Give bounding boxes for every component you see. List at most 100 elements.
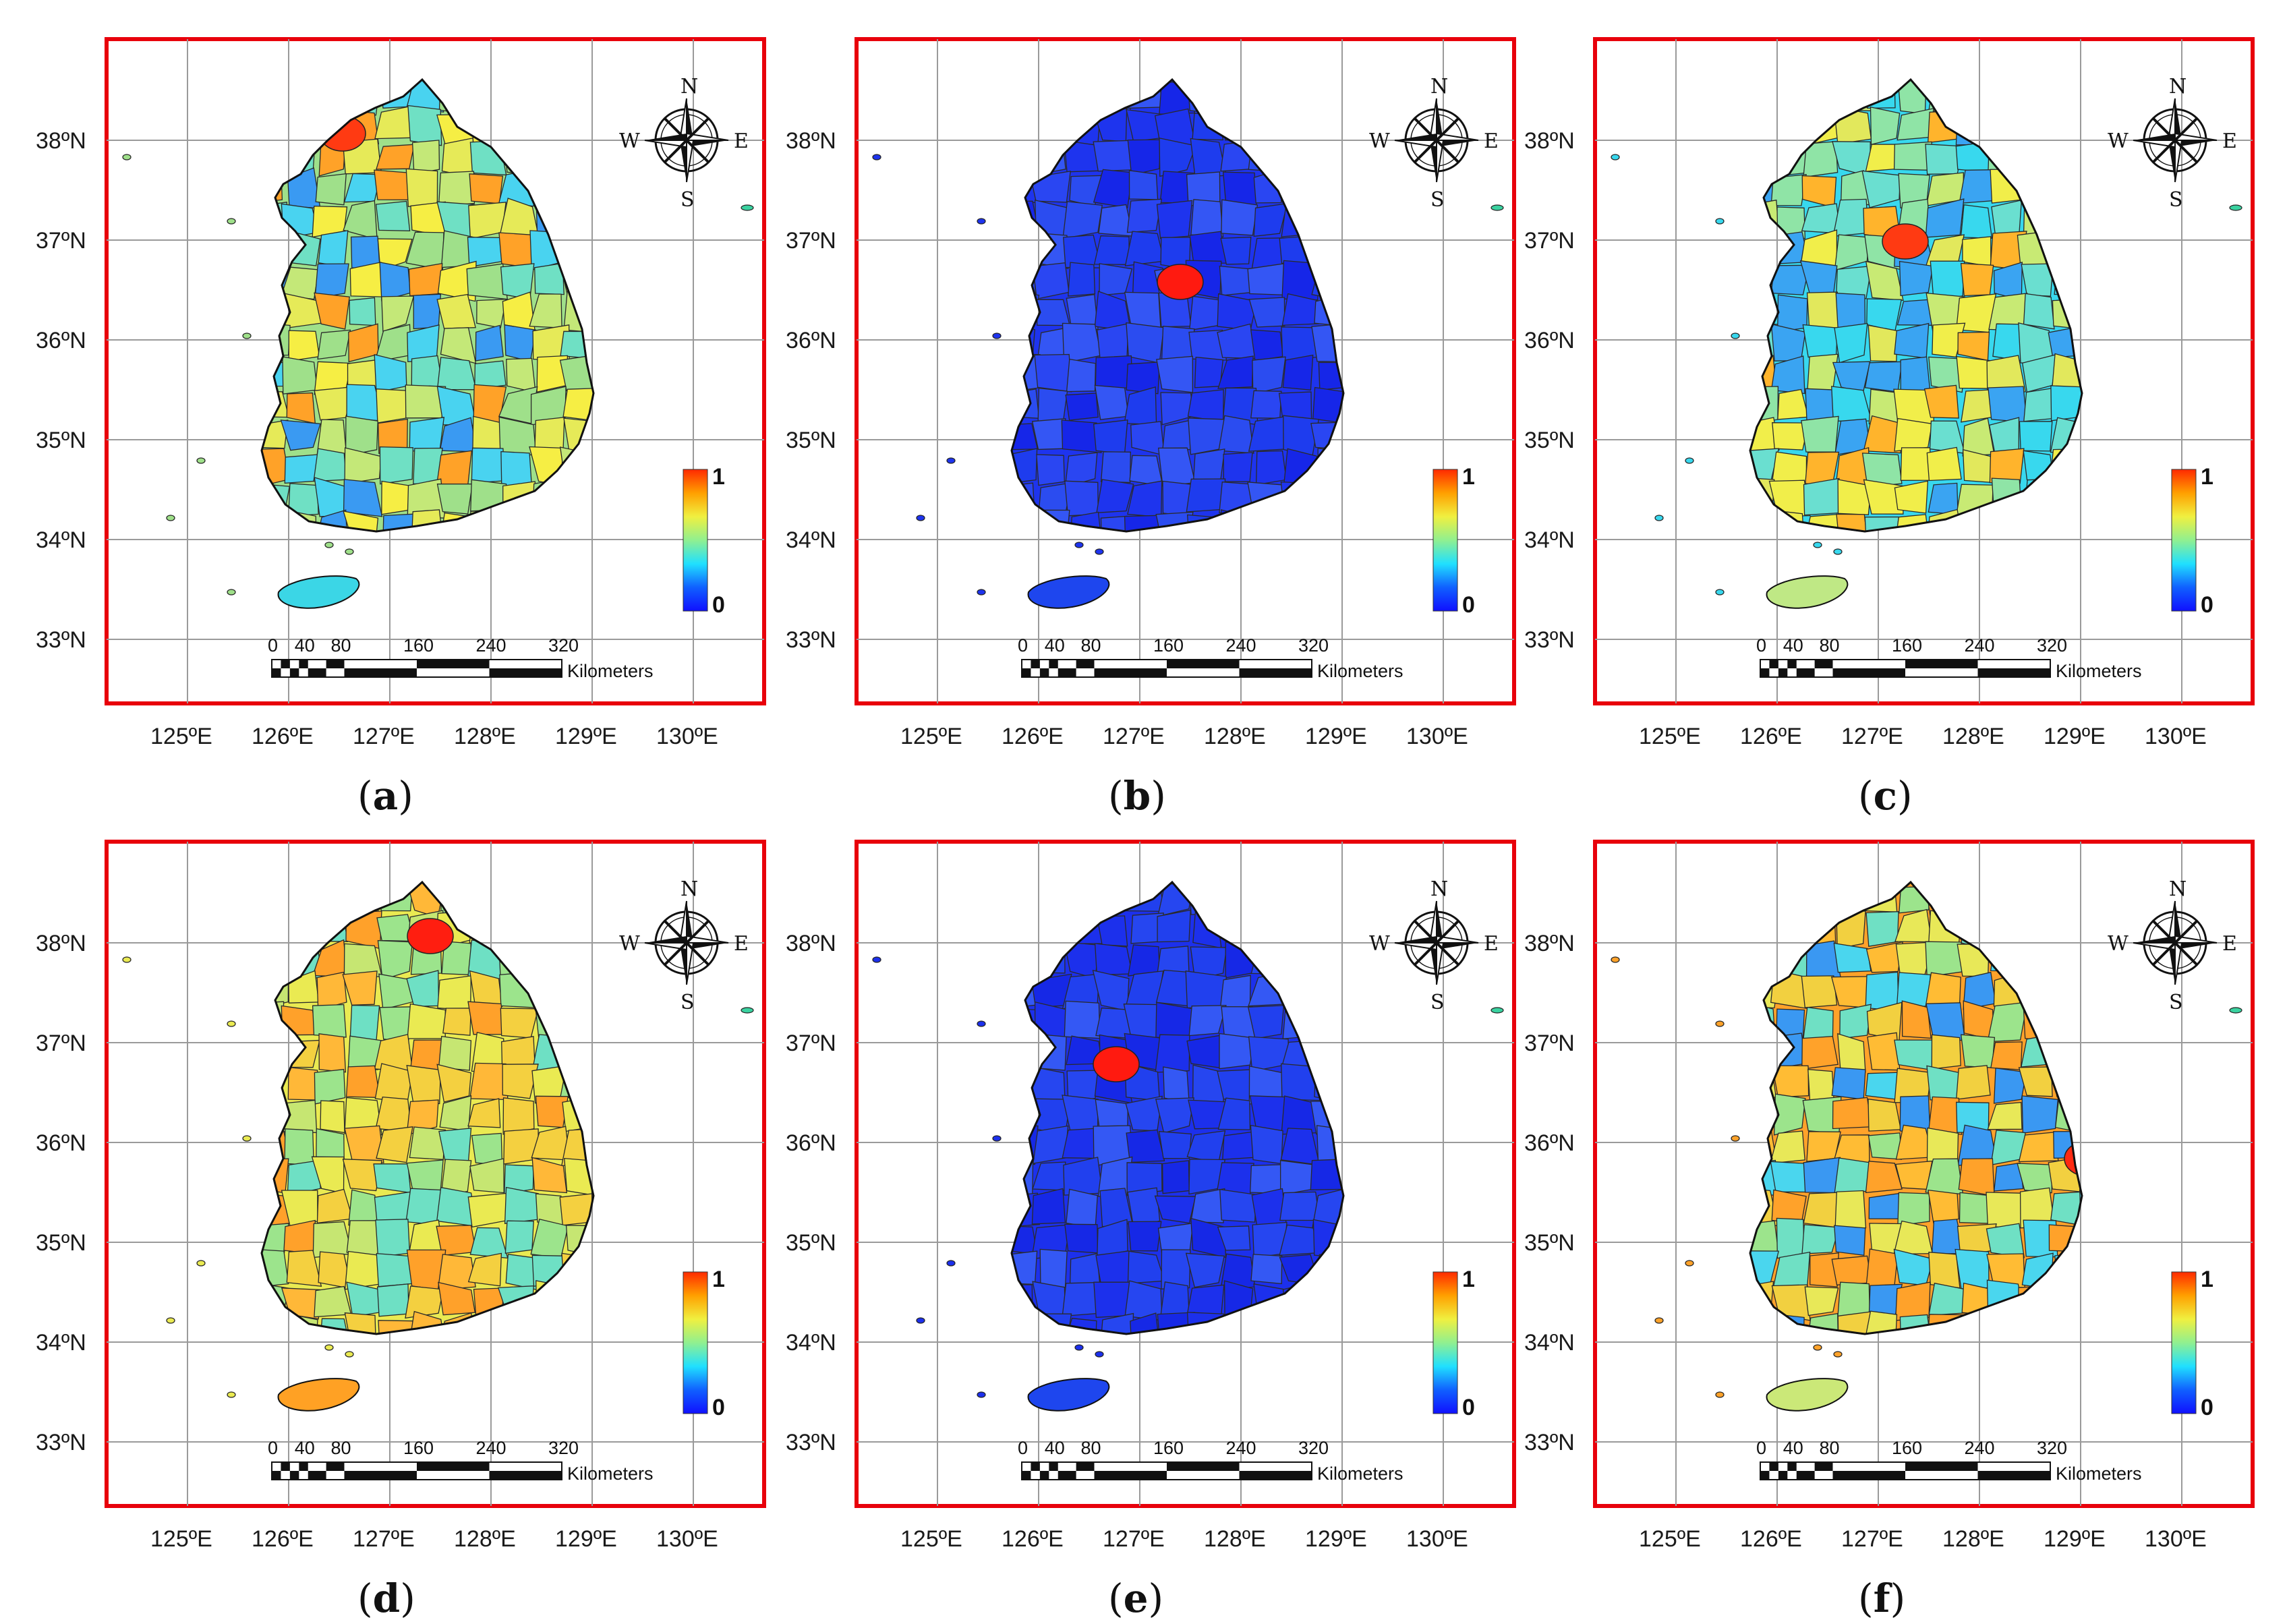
district-region: [467, 1001, 505, 1035]
district-region: [1928, 1096, 1963, 1135]
lat-label: 35ºN: [36, 428, 86, 453]
scalebar-segment: [344, 1471, 417, 1480]
lon-label: 125ºE: [150, 1526, 212, 1552]
district-region: [501, 1036, 535, 1069]
offshore-island: [992, 1135, 1002, 1142]
scalebar-segment: [1905, 1462, 1978, 1471]
lat-label: 36ºN: [1524, 328, 1575, 353]
offshore-island: [1685, 457, 1694, 464]
district-region: [1217, 1225, 1251, 1251]
scalebar-tick: 80: [331, 635, 351, 656]
district-region: [1928, 356, 1966, 393]
district-region: [559, 354, 594, 395]
offshore-island: [1715, 589, 1725, 596]
lon-label: 127ºE: [1841, 724, 1903, 749]
district-region: [346, 1220, 380, 1257]
district-region: [1255, 450, 1287, 486]
compass-point: [686, 140, 695, 183]
district-region: [436, 293, 476, 329]
district-region: [1217, 1097, 1251, 1130]
panel-caption: (b): [1108, 773, 1166, 819]
district-region: [1126, 322, 1165, 364]
scalebar-tick: 0: [1018, 1438, 1028, 1458]
jeju-island: [1027, 1378, 1110, 1412]
district-region: [1802, 324, 1839, 358]
lat-label: 34ºN: [1524, 527, 1575, 553]
compass-e: E: [1484, 129, 1499, 153]
district-region: [320, 1100, 345, 1134]
offshore-island: [1731, 1135, 1740, 1142]
compass-point: [686, 132, 729, 141]
district-region: [344, 447, 382, 485]
compass-n: N: [1430, 75, 1448, 98]
district-region: [1094, 943, 1133, 976]
district-region: [343, 479, 383, 517]
district-region: [1124, 231, 1165, 266]
district-region: [318, 1033, 347, 1073]
district-region: [1928, 482, 1959, 515]
jeju-island: [277, 575, 360, 609]
offshore-island: [227, 1020, 236, 1027]
lon-label: 126ºE: [252, 1526, 314, 1552]
lat-label: 33ºN: [36, 627, 86, 653]
district-region: [467, 1192, 506, 1228]
compass-minor-point: [2152, 117, 2176, 142]
lon-label: 126ºE: [1002, 724, 1064, 749]
offshore-island: [242, 1135, 252, 1142]
lon-label: 129ºE: [555, 724, 617, 749]
district-region: [1900, 356, 1931, 393]
district-region: [1865, 260, 1904, 301]
district-region: [1252, 356, 1286, 395]
offshore-island: [166, 515, 175, 521]
district-region: [500, 451, 532, 488]
district-region: [344, 1097, 382, 1136]
district-region: [1100, 451, 1131, 484]
map-panel-c: 38ºN 37ºN 36ºN 35ºN 34ºN 33ºN 125ºE 126ºE 127ºE 1…: [1524, 37, 2255, 819]
offshore-island: [977, 218, 986, 225]
district-region: [405, 1285, 444, 1319]
district-region: [1157, 909, 1191, 943]
district-region: [504, 1164, 534, 1194]
compass-point: [687, 943, 728, 950]
mainland-outline: [1010, 880, 1345, 1335]
compass-w: W: [1369, 932, 1390, 956]
scalebar-segment: [1760, 668, 1770, 677]
compass-minor-point: [1435, 117, 1459, 142]
district-region: [2023, 293, 2055, 330]
district-region: [1093, 419, 1128, 455]
district-region: [1093, 169, 1134, 208]
district-region: [315, 173, 347, 206]
district-region: [282, 356, 318, 395]
district-region: [1064, 452, 1098, 488]
offshore-island: [345, 1351, 354, 1358]
district-region: [406, 1065, 442, 1105]
compass-point: [1430, 140, 1437, 182]
district-region: [1926, 1127, 1959, 1162]
compass-minor-point: [2152, 920, 2176, 944]
hotspot-region: [1882, 223, 1929, 260]
district-region: [1803, 1006, 1834, 1040]
offshore-island: [227, 218, 236, 225]
scalebar-segment: [1076, 660, 1095, 668]
district-region: [1925, 972, 1961, 1008]
district-region: [1247, 1005, 1285, 1039]
scalebar-tick: 240: [1965, 635, 1995, 656]
compass-point: [2133, 134, 2175, 140]
compass-minor-point: [664, 139, 688, 163]
scalebar-segment: [308, 668, 326, 677]
district-region: [381, 295, 415, 332]
district-region: [1099, 1312, 1134, 1334]
district-region: [436, 483, 473, 515]
offshore-island: [1095, 548, 1104, 555]
district-region: [345, 415, 378, 457]
offshore-island: [741, 204, 754, 211]
scalebar-segment: [489, 1471, 562, 1480]
district-region: [409, 417, 445, 452]
compass-n: N: [2169, 877, 2187, 901]
district-region: [2050, 385, 2082, 422]
district-region: [467, 1252, 502, 1287]
compass-w: W: [2108, 129, 2129, 153]
compass-n: N: [2169, 75, 2187, 98]
district-region: [2018, 1066, 2053, 1097]
